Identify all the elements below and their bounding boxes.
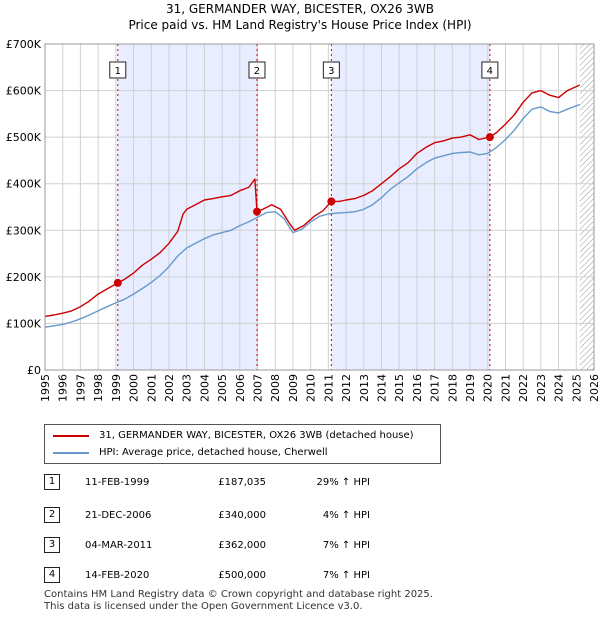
transaction-hpi: 4% ↑ HPI: [322, 510, 370, 521]
y-tick-label: £100K: [6, 317, 42, 330]
x-tick-label: 2018: [446, 374, 459, 402]
x-tick-label: 2006: [234, 374, 247, 402]
x-tick-label: 2025: [570, 374, 583, 402]
price-chart: 1 2 3 4 1995 1996 1997 1998 1999 2000 2001 2002 200…: [6, 38, 600, 402]
x-tick-label: 2022: [517, 374, 530, 402]
x-tick-label: 2001: [145, 374, 158, 402]
x-tick-label: 2019: [464, 374, 477, 402]
x-tick-label: 2003: [181, 374, 194, 402]
transaction-date: 21-DEC-2006: [85, 510, 152, 521]
x-tick-label: 2012: [340, 374, 353, 402]
x-tick-label: 2007: [252, 374, 265, 402]
series-line-property: [44, 84, 581, 318]
x-tick-label: 2020: [482, 374, 495, 402]
sale-marker-label: 1: [115, 66, 121, 77]
x-tick-label: 2024: [553, 374, 566, 402]
x-tick-label: 2010: [305, 374, 318, 402]
x-tick-label: 2013: [358, 374, 371, 402]
footer-copyright: Contains HM Land Registry data © Crown c…: [44, 589, 433, 600]
sale-marker-box: [109, 61, 127, 79]
transaction-price: £340,000: [218, 510, 266, 521]
legend-label-property: 31, GERMANDER WAY, BICESTER, OX26 3WB (d…: [99, 430, 414, 441]
sale-marker-label: 3: [328, 66, 334, 77]
x-tick-label: 2000: [128, 374, 141, 402]
transaction-number: 3: [44, 537, 60, 553]
transaction-hpi: 7% ↑ HPI: [322, 570, 370, 581]
x-tick-label: 2015: [393, 374, 406, 402]
y-tick-label: £600K: [6, 85, 42, 98]
transaction-price: £500,000: [218, 570, 266, 581]
transaction-date: 14-FEB-2020: [85, 570, 150, 581]
transaction-number: 4: [44, 567, 60, 583]
sale-marker-label: 4: [487, 66, 493, 77]
x-tick-label: 1997: [74, 374, 87, 402]
sale-marker-label: 2: [254, 66, 260, 77]
x-tick-label: 2005: [216, 374, 229, 402]
x-tick-label: 2017: [429, 374, 442, 402]
transaction-date: 11-FEB-1999: [85, 477, 150, 488]
x-tick-label: 2008: [269, 374, 282, 402]
chart-title: 31, GERMANDER WAY, BICESTER, OX26 3WB: [165, 2, 435, 16]
x-tick-label: 1996: [57, 374, 70, 402]
footer-licence: This data is licensed under the Open Gov…: [44, 601, 363, 612]
x-tick-label: 2011: [322, 374, 335, 402]
legend-label-hpi: HPI: Average price, detached house, Cher…: [99, 447, 328, 458]
legend: 31, GERMANDER WAY, BICESTER, OX26 3WB (d…: [44, 424, 441, 464]
x-tick-label: 2002: [163, 374, 176, 402]
x-tick-label: 2021: [499, 374, 512, 402]
shaded-period: [117, 44, 257, 370]
sale-point: [252, 207, 261, 216]
sale-marker-box: [322, 61, 340, 79]
sale-marker-box: [481, 61, 499, 79]
x-tick-label: 2023: [535, 374, 548, 402]
sale-marker-box: [248, 61, 266, 79]
x-tick-label: 1998: [92, 374, 105, 402]
legend-swatch-hpi: [53, 452, 89, 454]
y-tick-label: £500K: [6, 131, 42, 144]
sale-point: [327, 197, 336, 206]
y-tick-label: £400K: [6, 178, 42, 191]
series-line-hpi: [44, 103, 581, 328]
transaction-date: 04-MAR-2011: [85, 540, 153, 551]
forecast-hatch: [579, 44, 594, 370]
y-tick-label: £200K: [6, 271, 42, 284]
legend-swatch-property: [53, 435, 89, 437]
x-tick-label: 2014: [375, 374, 388, 402]
y-tick-label: £0: [27, 364, 41, 377]
transaction-hpi: 7% ↑ HPI: [322, 540, 370, 551]
x-tick-label: 1999: [110, 374, 123, 402]
y-tick-label: £700K: [6, 38, 42, 51]
transaction-price: £362,000: [218, 540, 266, 551]
x-tick-label: 2004: [198, 374, 211, 402]
chart-subtitle: Price paid vs. HM Land Registry's House …: [128, 18, 472, 32]
y-tick-label: £300K: [6, 224, 42, 237]
x-tick-label: 2026: [588, 374, 600, 402]
transaction-price: £187,035: [218, 477, 266, 488]
transaction-number: 2: [44, 507, 60, 523]
transaction-number: 1: [44, 474, 60, 490]
plot-frame: [44, 43, 595, 371]
sale-point: [485, 133, 494, 142]
x-tick-label: 2009: [287, 374, 300, 402]
x-tick-label: 2016: [411, 374, 424, 402]
shaded-period: [331, 44, 490, 370]
sale-point: [113, 278, 122, 287]
x-tick-label: 1995: [39, 374, 52, 402]
transaction-hpi: 29% ↑ HPI: [316, 477, 370, 488]
